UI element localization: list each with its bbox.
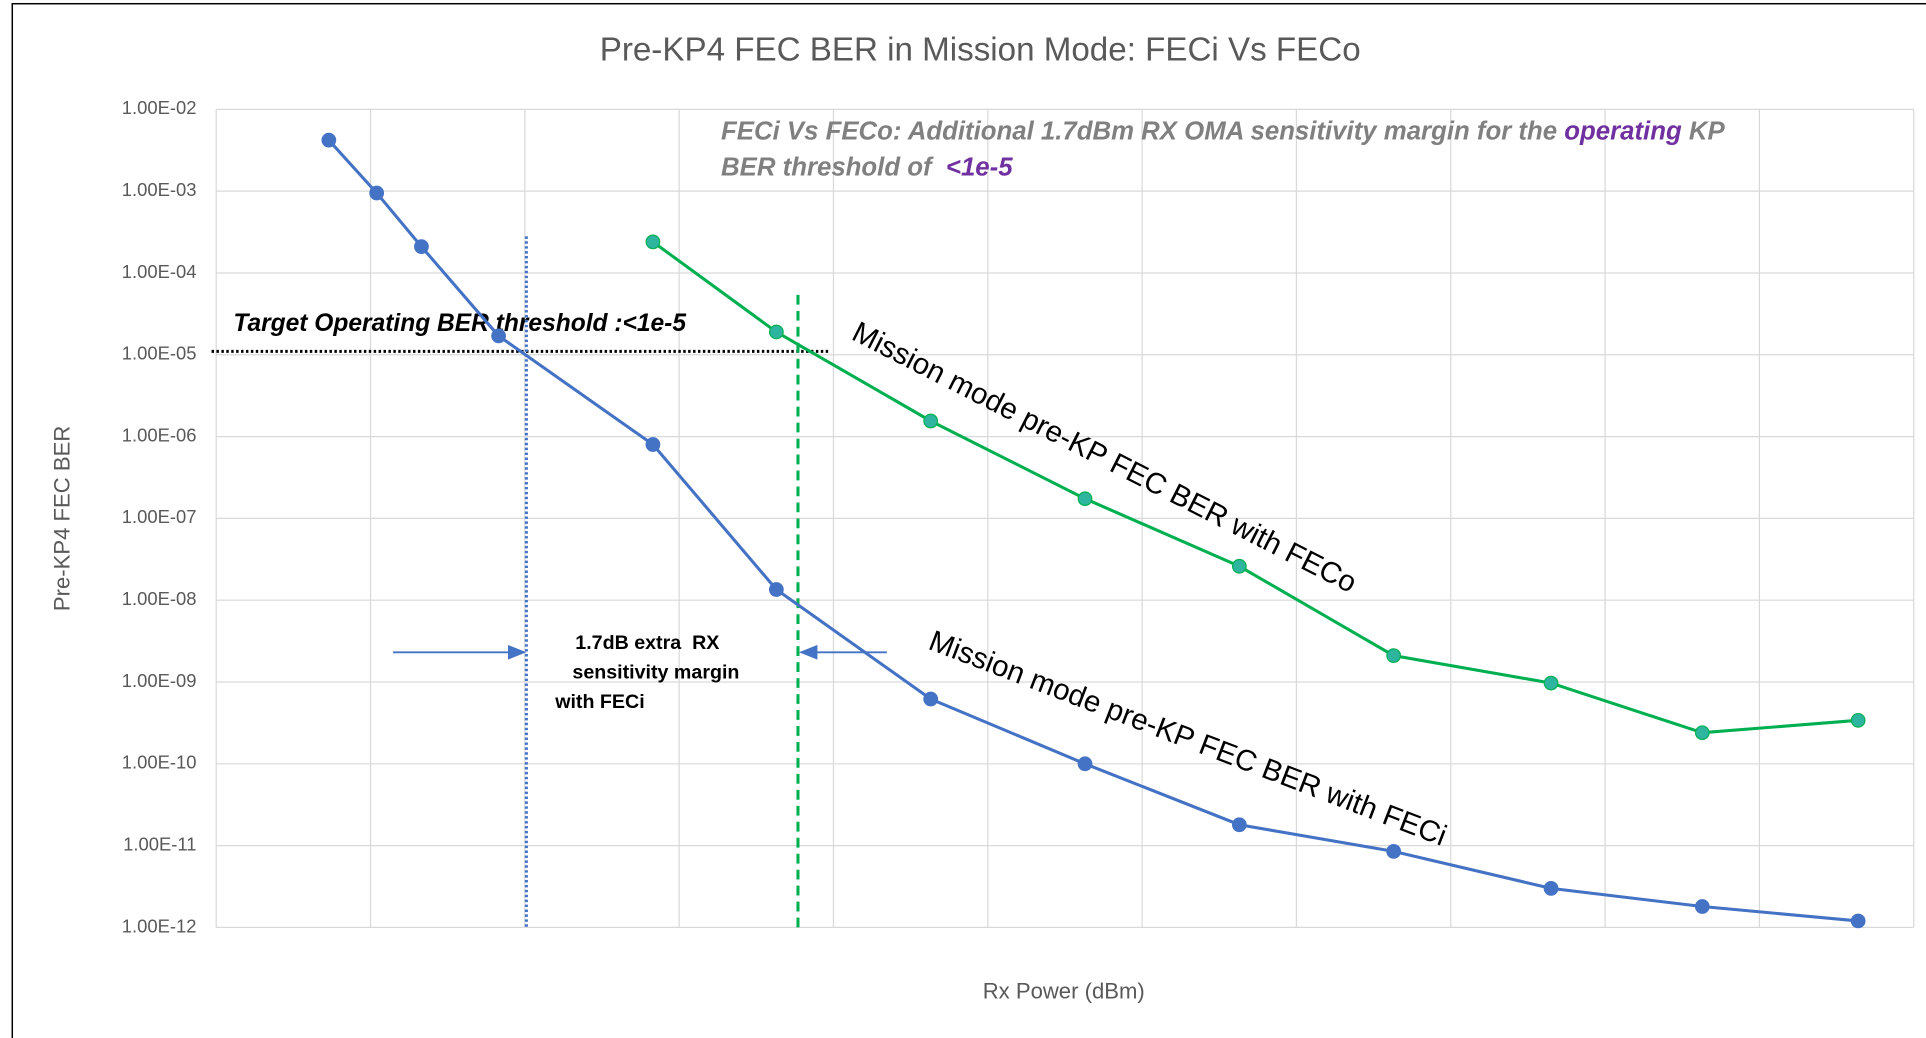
y-tick-label: 1.00E-05	[122, 343, 197, 364]
data-point	[1543, 675, 1559, 691]
y-tick-label: 1.00E-03	[122, 179, 197, 200]
data-point	[1386, 648, 1402, 664]
y-tick-label: 1.00E-06	[122, 424, 197, 445]
grid	[215, 108, 1915, 929]
data-point	[923, 691, 939, 707]
y-tick-label: 1.00E-11	[123, 833, 196, 854]
y-tick-label: 1.00E-02	[122, 97, 197, 118]
data-point	[1543, 881, 1559, 896]
margin-label: 1.7dB extra RX	[575, 632, 719, 654]
y-tick-label: 1.00E-12	[122, 915, 197, 936]
annotation: FECi Vs FECo: Additional 1.7dBm RX OMA s…	[721, 118, 1725, 146]
data-point	[645, 234, 661, 250]
x-axis-label: Rx Power (dBm)	[983, 978, 1145, 1003]
data-point	[768, 324, 784, 340]
annotation-text: BER threshold of	[721, 153, 946, 181]
annotation-text: operating	[1564, 118, 1682, 146]
data-point	[321, 132, 337, 148]
data-point	[1850, 712, 1866, 728]
chart-border	[11, 2, 1926, 1038]
data-point	[768, 582, 784, 597]
data-point	[1077, 491, 1093, 507]
data-point	[1231, 817, 1247, 833]
threshold-label: Target Operating BER threshold :<1e-5	[233, 310, 686, 337]
data-point	[1231, 558, 1247, 574]
data-point	[1850, 913, 1866, 929]
data-point	[491, 328, 506, 344]
annotation-text: KP	[1682, 118, 1726, 146]
data-point	[645, 437, 661, 452]
margin-label: with FECi	[554, 691, 644, 713]
data-point	[1694, 725, 1710, 741]
annotation: BER threshold of <1e-5	[721, 153, 1013, 181]
y-tick-label: 1.00E-07	[122, 506, 197, 527]
data-point	[414, 239, 429, 254]
y-tick-label: 1.00E-10	[122, 752, 197, 773]
y-tick-label: 1.00E-08	[122, 588, 197, 609]
y-tick-label: 1.00E-04	[122, 261, 197, 282]
data-point	[1694, 899, 1710, 914]
y-tick-label: 1.00E-09	[122, 670, 197, 691]
annotation-text: <1e-5	[946, 153, 1013, 181]
annotation-text: FECi Vs FECo: Additional 1.7dBm RX OMA s…	[721, 118, 1564, 146]
margin-label: sensitivity margin	[572, 661, 739, 683]
data-point	[1386, 844, 1402, 859]
chart-title: Pre-KP4 FEC BER in Mission Mode: FECi Vs…	[600, 31, 1361, 68]
data-point	[923, 413, 939, 429]
data-point	[369, 185, 385, 201]
y-axis-label: Pre-KP4 FEC BER	[50, 426, 75, 611]
data-point	[1077, 756, 1093, 772]
